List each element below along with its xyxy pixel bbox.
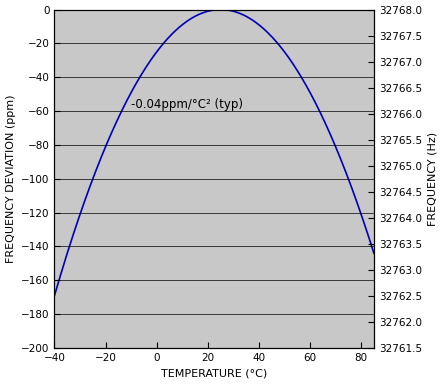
Y-axis label: FREQUENCY DEVIATION (ppm): FREQUENCY DEVIATION (ppm) xyxy=(6,94,16,263)
X-axis label: TEMPERATURE (°C): TEMPERATURE (°C) xyxy=(161,368,267,379)
Text: -0.04ppm/°C² (typ): -0.04ppm/°C² (typ) xyxy=(131,98,243,111)
Y-axis label: FREQUENCY (Hz): FREQUENCY (Hz) xyxy=(427,132,437,226)
